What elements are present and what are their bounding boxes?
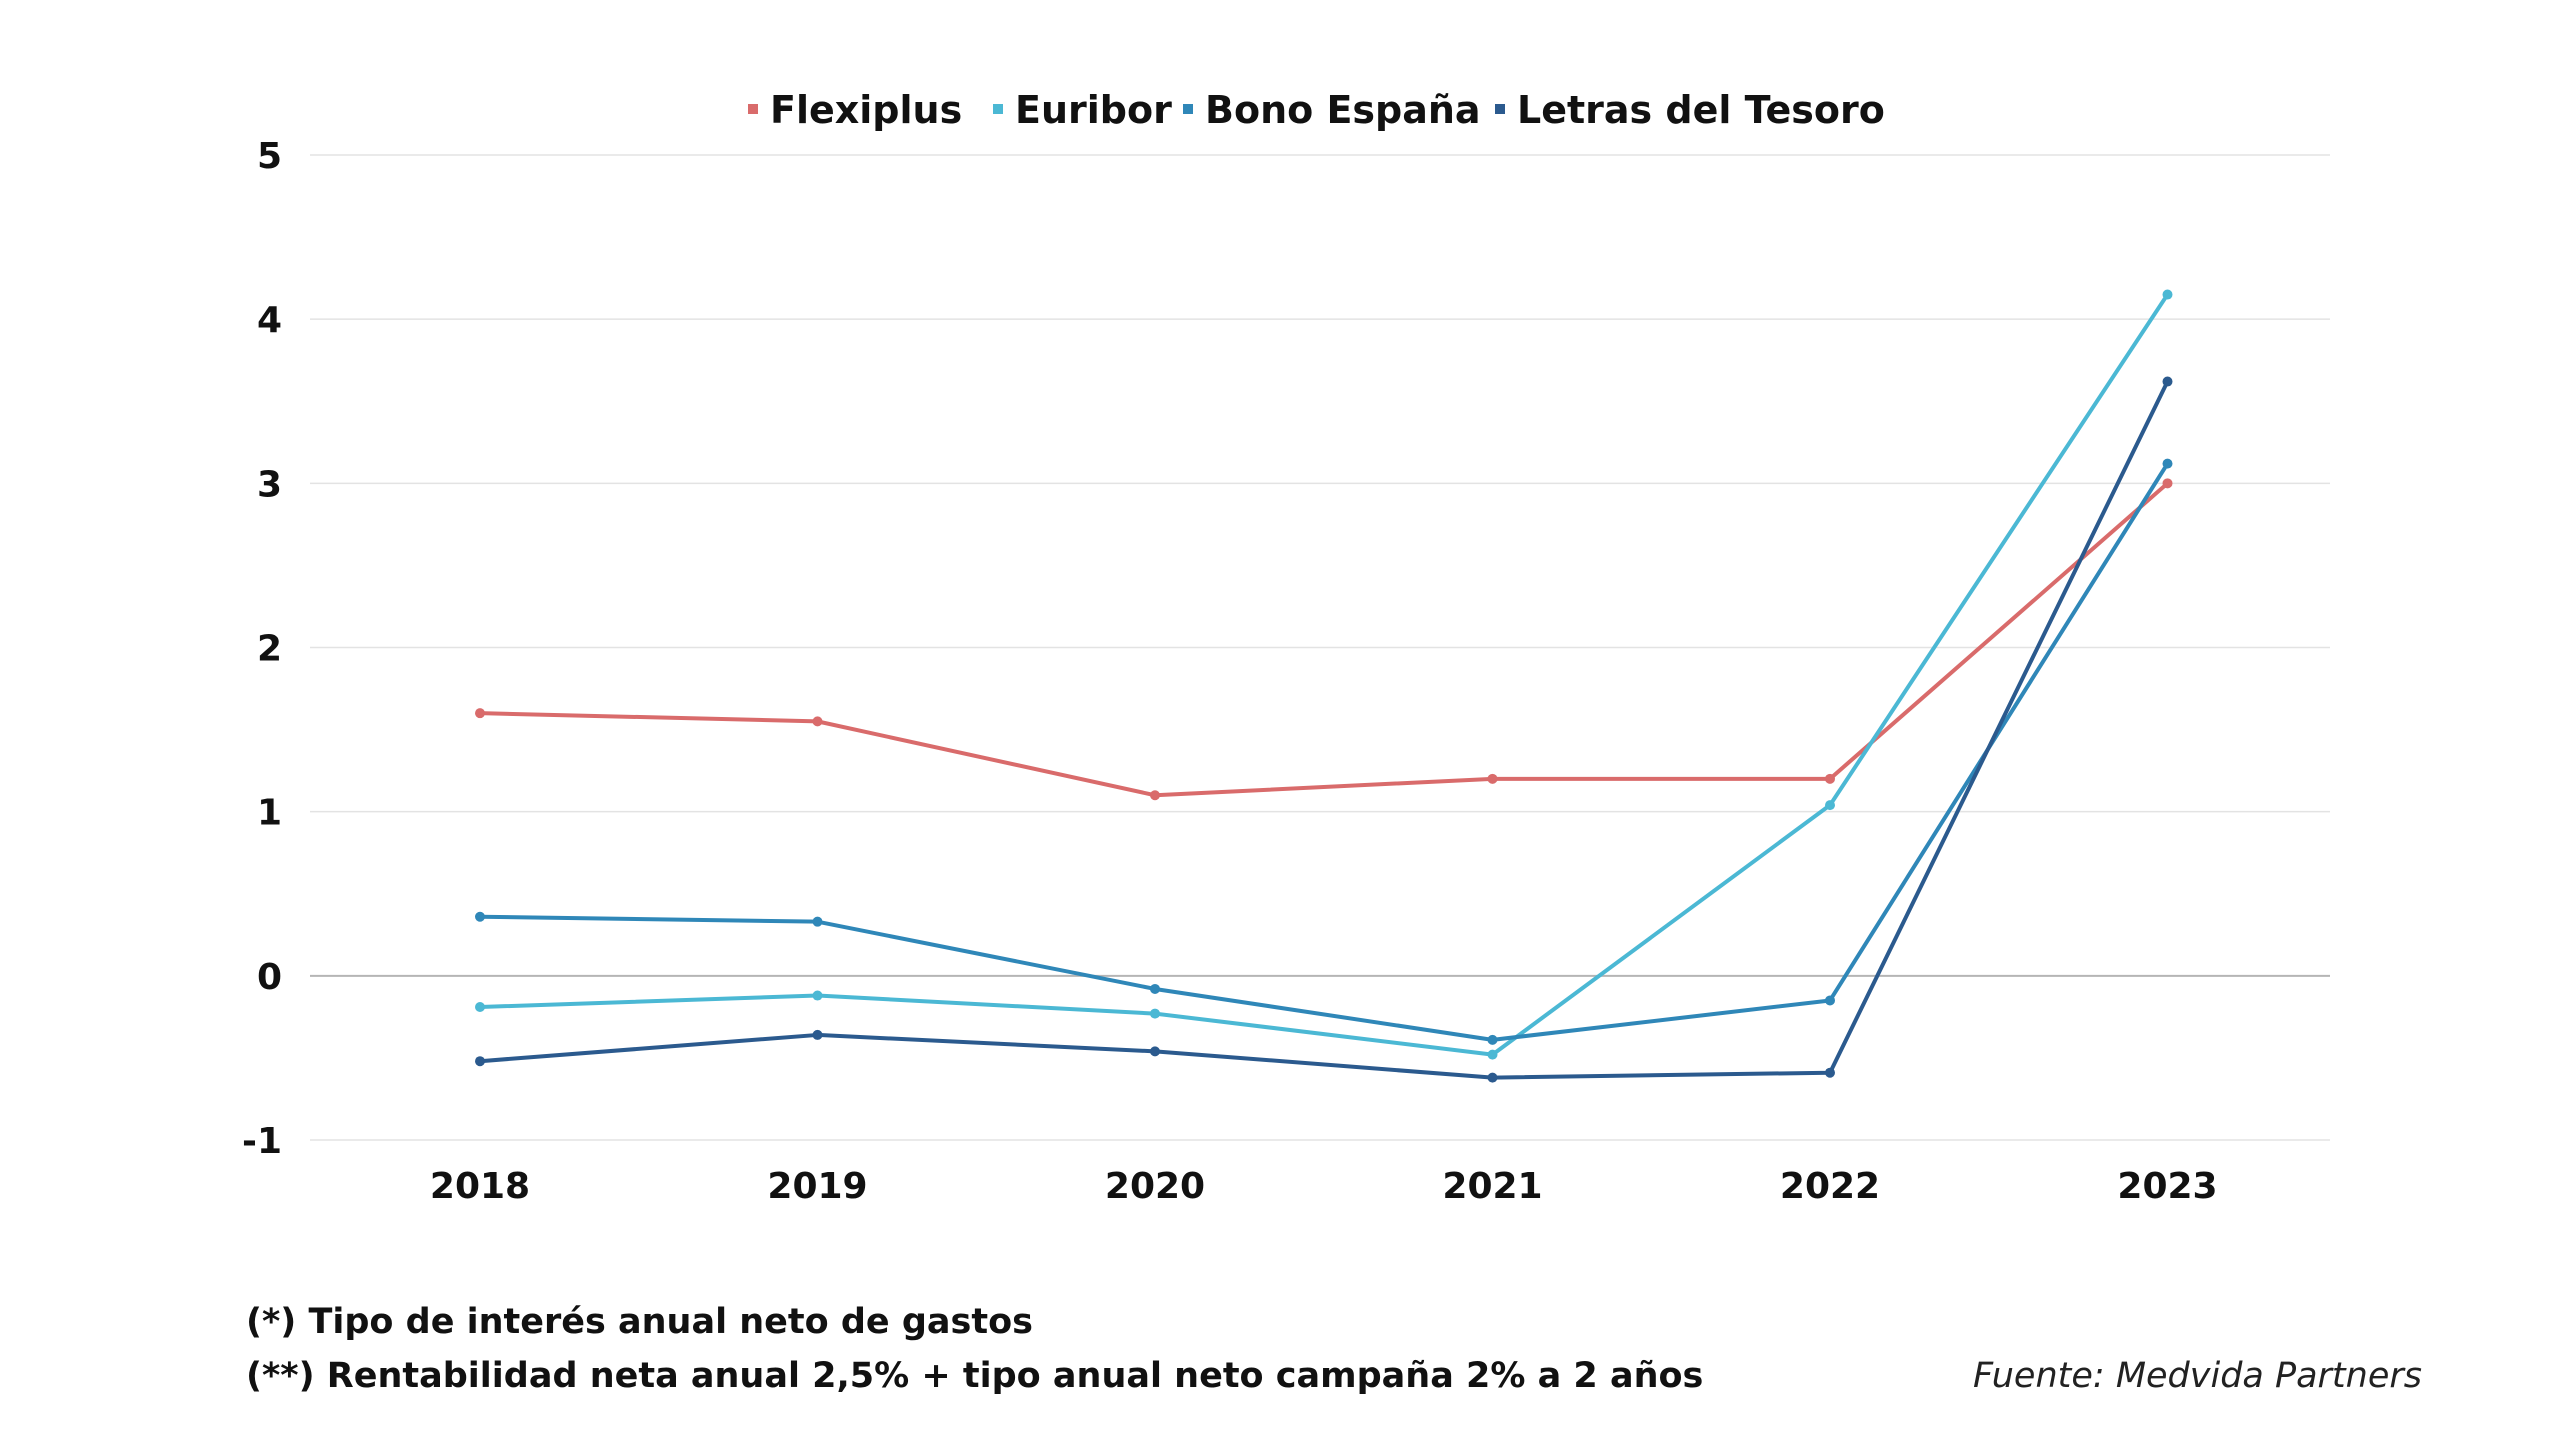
legend-label: Letras del Tesoro <box>1517 88 1885 132</box>
x-tick-label: 2019 <box>767 1166 867 1207</box>
data-point-flexiplus <box>1487 773 1498 784</box>
data-point-bono-espa-a <box>475 911 485 922</box>
data-point-letras-del-tesoro <box>475 1056 485 1067</box>
footnote-2: (**) Rentabilidad neta anual 2,5% + tipo… <box>246 1356 1704 1396</box>
data-point-euribor <box>2162 289 2173 300</box>
legend-marker <box>1183 104 1193 114</box>
series-flexiplus <box>475 478 2173 801</box>
legend-marker <box>1495 104 1505 114</box>
legend: Flexiplus Euribor Bono España Letras del Te… <box>748 88 1885 132</box>
legend-item-letras-del-tesoro: Letras del Tesoro <box>1495 88 1885 132</box>
x-tick-label: 2021 <box>1442 1166 1542 1207</box>
gridlines <box>310 154 2330 1141</box>
data-point-letras-del-tesoro <box>1825 1067 1835 1078</box>
y-axis-ticks: -1 0 1 2 3 4 5 <box>242 136 282 1162</box>
x-tick-label: 2018 <box>430 1166 530 1207</box>
source-note: Fuente: Medvida Partners <box>1973 1356 2422 1396</box>
data-point-bono-espa-a <box>812 916 823 927</box>
legend-label: Flexiplus <box>770 88 962 132</box>
series-line-bono-espa-a <box>478 461 2170 1042</box>
data-point-letras-del-tesoro <box>1487 1072 1498 1083</box>
x-tick-label: 2023 <box>2117 1166 2217 1207</box>
data-point-bono-espa-a <box>1487 1034 1498 1045</box>
y-tick-label: 0 <box>257 957 282 998</box>
data-point-flexiplus <box>2162 478 2173 489</box>
data-point-bono-espa-a <box>2162 458 2173 469</box>
legend-label: Euribor <box>1015 88 1172 132</box>
data-point-letras-del-tesoro <box>1150 1046 1160 1057</box>
series-line-flexiplus <box>478 481 2170 798</box>
data-point-bono-espa-a <box>1825 995 1835 1006</box>
series-euribor <box>475 289 2173 1060</box>
y-tick-label: -1 <box>242 1121 282 1162</box>
data-point-bono-espa-a <box>1150 983 1160 994</box>
legend-item-bono-espa-a: Bono España <box>1183 88 1481 132</box>
data-point-flexiplus <box>1150 790 1160 801</box>
y-tick-label: 2 <box>257 629 282 670</box>
data-point-letras-del-tesoro <box>812 1029 823 1040</box>
x-axis-ticks: 2018 2019 2020 2021 2022 2023 <box>430 1166 2218 1207</box>
legend-item-flexiplus: Flexiplus <box>748 88 962 132</box>
data-point-flexiplus <box>812 716 823 727</box>
legend-marker <box>748 104 758 114</box>
y-tick-label: 4 <box>257 300 282 341</box>
data-point-euribor <box>812 990 823 1001</box>
data-point-euribor <box>1487 1049 1498 1060</box>
x-tick-label: 2020 <box>1105 1166 1205 1207</box>
x-tick-label: 2022 <box>1780 1166 1880 1207</box>
y-tick-label: 3 <box>257 464 282 505</box>
data-point-letras-del-tesoro <box>2162 376 2173 387</box>
legend-item-euribor: Euribor <box>993 88 1172 132</box>
footnote-1: (*) Tipo de interés anual neto de gastos <box>246 1302 1033 1342</box>
y-tick-label: 5 <box>257 136 282 177</box>
series-letras-del-tesoro <box>475 376 2173 1083</box>
data-point-flexiplus <box>475 708 485 719</box>
y-tick-label: 1 <box>257 793 282 834</box>
data-point-euribor <box>475 1002 485 1013</box>
data-point-flexiplus <box>1825 773 1835 784</box>
series-line-letras-del-tesoro <box>478 379 2170 1080</box>
data-point-euribor <box>1825 800 1835 811</box>
series-lines <box>475 289 2173 1083</box>
legend-marker <box>993 104 1003 114</box>
series-line-euribor <box>478 292 2170 1057</box>
legend-label: Bono España <box>1205 88 1481 132</box>
series-bono-espa-a <box>475 458 2173 1045</box>
data-point-euribor <box>1150 1008 1160 1019</box>
